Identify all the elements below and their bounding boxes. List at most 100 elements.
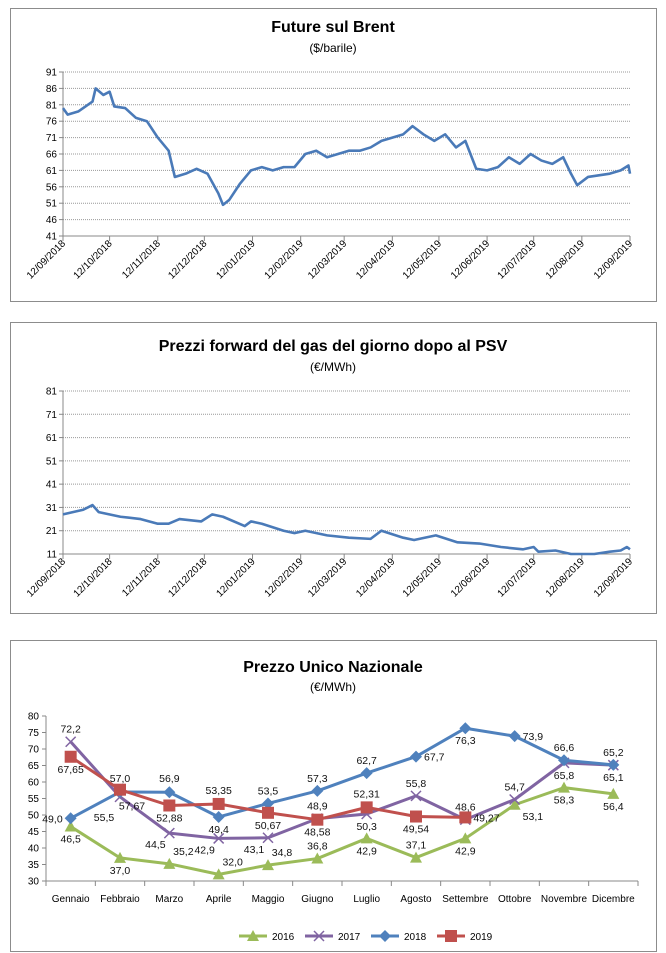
x-tick-label: 12/05/2019 xyxy=(401,238,444,281)
data-label: 55,8 xyxy=(406,778,427,790)
square-marker xyxy=(360,801,373,814)
gas-psv-chart-panel: Prezzi forward del gas del giorno dopo a… xyxy=(10,322,657,614)
diamond-marker xyxy=(379,930,391,942)
x-tick-label: 12/06/2019 xyxy=(449,238,492,281)
x-tick-label: 12/09/2018 xyxy=(25,238,68,281)
x-tick-label: 12/07/2019 xyxy=(496,556,539,599)
diamond-marker xyxy=(262,797,274,810)
x-tick-label: Ottobre xyxy=(498,894,532,905)
triangle-marker xyxy=(114,851,126,863)
y-tick-label: 31 xyxy=(46,503,58,514)
y-tick-label: 71 xyxy=(46,410,58,421)
data-label: 46,5 xyxy=(60,834,81,846)
data-label: 32,0 xyxy=(222,856,243,868)
x-tick-label: Febbraio xyxy=(100,894,140,905)
data-label: 42,9 xyxy=(356,845,377,857)
x-tick-label: 12/04/2019 xyxy=(354,238,397,281)
square-marker xyxy=(410,810,422,823)
y-tick-label: 76 xyxy=(46,117,58,128)
triangle-marker xyxy=(262,859,274,871)
y-tick-label: 45 xyxy=(28,827,40,838)
data-label: 42,9 xyxy=(455,845,476,857)
triangle-marker xyxy=(64,820,77,832)
triangle-marker xyxy=(459,832,472,844)
x-marker xyxy=(65,736,77,748)
x-tick-label: 12/12/2018 xyxy=(166,556,209,599)
x-tick-label: Settembre xyxy=(442,894,489,905)
triangle-marker xyxy=(247,930,259,941)
y-tick-label: 70 xyxy=(28,745,40,756)
y-tick-label: 71 xyxy=(46,133,58,144)
x-tick-label: 12/06/2019 xyxy=(449,556,492,599)
data-label: 49,0 xyxy=(42,813,63,825)
y-tick-label: 30 xyxy=(28,877,40,888)
data-label: 55,5 xyxy=(94,812,115,824)
x-marker xyxy=(213,832,225,844)
x-marker xyxy=(262,832,274,844)
y-tick-label: 81 xyxy=(46,387,58,398)
y-tick-label: 41 xyxy=(46,232,58,243)
diamond-marker xyxy=(508,730,521,743)
data-label: 57,67 xyxy=(119,801,145,813)
chart-subtitle: (€/MWh) xyxy=(310,680,356,694)
series-line-2018 xyxy=(69,726,614,820)
x-tick-label: 12/01/2019 xyxy=(214,556,257,599)
square-marker xyxy=(445,930,457,942)
diamond-marker xyxy=(360,767,373,780)
pun-chart-panel: Prezzo Unico Nazionale (€/MWh) 30 35 40 45 50 5… xyxy=(10,640,657,952)
series-line xyxy=(61,87,632,207)
data-label: 52,31 xyxy=(354,788,380,800)
y-tick-label: 61 xyxy=(46,166,58,177)
data-label: 57,3 xyxy=(307,773,328,785)
y-tick-label: 11 xyxy=(47,550,58,561)
data-label: 53,5 xyxy=(258,785,279,797)
x-marker xyxy=(410,790,422,802)
triangle-marker xyxy=(410,851,422,863)
y-tick-label: 86 xyxy=(46,84,58,95)
data-label: 65,1 xyxy=(603,772,624,784)
legend-label: 2017 xyxy=(338,932,361,943)
data-label: 49,54 xyxy=(403,824,429,836)
data-label: 52,88 xyxy=(156,812,182,824)
data-label: 37,0 xyxy=(110,865,131,877)
data-label: 65,2 xyxy=(603,747,624,759)
x-tick-label: 12/09/2018 xyxy=(25,556,68,599)
data-label: 48,58 xyxy=(304,827,330,839)
series-line-2016 xyxy=(69,786,614,876)
x-tick-label: Aprile xyxy=(206,894,232,905)
square-marker xyxy=(262,806,274,819)
x-tick-label: Dicembre xyxy=(592,894,635,905)
triangle-marker xyxy=(508,798,521,810)
x-tick-label: 12/12/2018 xyxy=(166,238,209,281)
data-label: 49,27 xyxy=(473,812,499,824)
x-tick-label: Giugno xyxy=(301,894,334,905)
legend-label: 2018 xyxy=(404,932,427,943)
data-label: 53,1 xyxy=(523,811,544,823)
square-marker xyxy=(114,783,126,796)
diamond-marker xyxy=(311,784,324,797)
data-label: 37,1 xyxy=(406,840,427,852)
data-label: 66,6 xyxy=(554,742,575,754)
y-tick-label: 55 xyxy=(28,794,40,805)
chart-title: Prezzi forward del gas del giorno dopo a… xyxy=(159,338,508,355)
data-label: 58,3 xyxy=(554,795,575,807)
x-tick-label: 12/05/2019 xyxy=(401,556,444,599)
triangle-marker xyxy=(360,832,373,844)
data-label: 48,6 xyxy=(455,802,476,814)
chart-subtitle: (€/MWh) xyxy=(310,360,356,374)
x-tick-label: 12/10/2018 xyxy=(72,238,115,281)
chart-title: Prezzo Unico Nazionale xyxy=(243,659,423,676)
x-tick-label: Marzo xyxy=(155,894,183,905)
data-label: 49,4 xyxy=(208,824,229,836)
x-tick-label: 12/04/2019 xyxy=(354,556,397,599)
square-marker xyxy=(212,797,225,810)
data-label: 50,67 xyxy=(255,820,281,832)
data-label: 35,2 xyxy=(173,846,194,858)
data-label: 54,7 xyxy=(504,781,525,793)
square-marker xyxy=(64,750,77,763)
data-label: 73,9 xyxy=(523,731,544,743)
data-label: 76,3 xyxy=(455,735,476,747)
data-label: 72,2 xyxy=(60,724,81,736)
series-line xyxy=(62,503,631,556)
data-label: 43,1 xyxy=(244,844,265,856)
